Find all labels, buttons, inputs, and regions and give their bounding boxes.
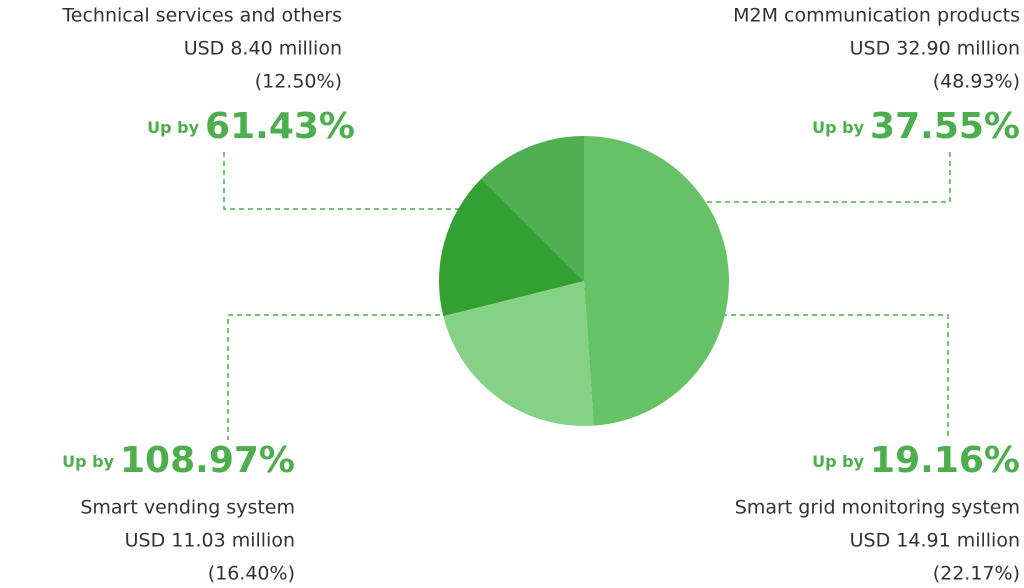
growth-value: 19.16% (870, 440, 1020, 481)
growth-label: Up by 19.16% (812, 440, 1020, 481)
growth-prefix: Up by (812, 452, 864, 471)
leader-line (680, 152, 951, 203)
pie-slice (439, 178, 584, 317)
value-label: (22.17%) (933, 563, 1020, 585)
growth-value: 108.97% (120, 440, 295, 481)
pie (439, 136, 729, 426)
growth-prefix: Up by (62, 452, 114, 471)
amount-label: USD 14.91 million (850, 530, 1020, 552)
growth-label: Up by 37.55% (812, 106, 1020, 147)
growth-label: Up by 108.97% (62, 440, 295, 481)
amount-label: USD 8.40 million (184, 38, 342, 60)
category-label: Smart grid monitoring system (735, 497, 1020, 519)
pie-slice (443, 281, 594, 426)
leader-line (722, 314, 949, 440)
leader-line (223, 152, 460, 210)
growth-prefix: Up by (147, 118, 199, 137)
leader-line (227, 314, 440, 440)
growth-value: 37.55% (870, 106, 1020, 147)
category-label: Technical services and others (61, 5, 342, 27)
leader-lines (223, 152, 951, 440)
growth-label: Up by 61.43% (147, 106, 355, 147)
growth-value: 61.43% (205, 106, 355, 147)
pie-slice (584, 136, 729, 426)
amount-label: USD 32.90 million (850, 38, 1020, 60)
category-label: Smart vending system (80, 497, 295, 519)
value-label: (16.40%) (208, 563, 295, 585)
labels: M2M communication products USD 32.90 mill… (61, 5, 1020, 585)
value-label: (48.93%) (933, 71, 1020, 93)
amount-label: USD 11.03 million (125, 530, 295, 552)
growth-prefix: Up by (812, 118, 864, 137)
pie-slice (481, 136, 584, 281)
value-label: (12.50%) (255, 71, 342, 93)
category-label: M2M communication products (733, 5, 1020, 27)
